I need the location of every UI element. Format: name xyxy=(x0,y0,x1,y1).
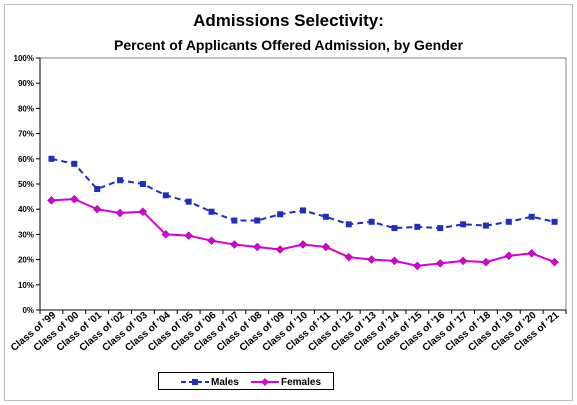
legend: Males Females xyxy=(158,372,334,390)
plot-border xyxy=(39,57,567,311)
legend-label-females: Females xyxy=(281,376,322,388)
data-point-females xyxy=(275,245,285,254)
data-point-males xyxy=(254,217,261,224)
data-point-males xyxy=(528,213,535,220)
data-point-females xyxy=(184,231,194,241)
line-chart: 0% 10% 20% 30% 40% 50% 60% 70% 80% 90% 100% Class … xyxy=(9,54,567,354)
chart-frame xyxy=(4,4,573,401)
data-point-females xyxy=(92,204,102,214)
data-point-males xyxy=(300,207,306,214)
legend-item-females: Females xyxy=(251,375,321,389)
legend-swatch-females xyxy=(251,378,279,386)
data-point-females xyxy=(527,248,537,258)
data-point-males xyxy=(139,181,146,187)
data-point-females xyxy=(298,240,308,249)
data-point-males xyxy=(277,211,284,218)
chart-title: Admissions Selectivity: xyxy=(193,11,384,30)
data-point-females xyxy=(138,207,148,217)
data-point-females xyxy=(412,261,422,271)
data-point-females xyxy=(115,208,125,218)
data-point-males xyxy=(414,223,421,230)
y-tick-label: 70% xyxy=(18,130,34,139)
data-point-males xyxy=(322,213,329,220)
data-point-males xyxy=(368,218,375,225)
y-tick-label: 20% xyxy=(18,256,34,265)
series-layer xyxy=(47,155,559,271)
data-point-females xyxy=(390,256,399,266)
y-tick-label: 90% xyxy=(18,79,34,88)
data-point-females xyxy=(207,236,216,246)
y-axis: 0% 10% 20% 30% 40% 50% 60% 70% 80% 90% 100% xyxy=(14,54,41,315)
data-point-females xyxy=(161,230,171,239)
y-tick-label: 100% xyxy=(14,54,34,63)
chart-subtitle: Percent of Applicants Offered Admission,… xyxy=(113,37,464,53)
data-point-males xyxy=(345,221,352,228)
y-tick-label: 30% xyxy=(18,230,34,239)
data-point-males xyxy=(185,198,192,205)
plot-area xyxy=(39,57,567,311)
data-point-females xyxy=(252,242,262,252)
legend-label-males: Males xyxy=(211,376,239,388)
data-point-males xyxy=(71,160,78,167)
data-point-males xyxy=(208,208,215,215)
data-point-females xyxy=(230,240,239,249)
data-point-males xyxy=(48,155,55,162)
data-point-males xyxy=(551,218,558,225)
data-point-males xyxy=(505,218,512,225)
legend-swatch-males xyxy=(181,379,209,385)
data-point-males xyxy=(482,222,489,229)
data-point-males xyxy=(231,217,238,224)
y-tick-label: 10% xyxy=(18,281,34,290)
data-point-males xyxy=(117,177,124,184)
data-point-males xyxy=(460,221,467,228)
y-tick-label: 0% xyxy=(22,306,34,315)
data-point-females xyxy=(458,256,468,266)
y-tick-label: 80% xyxy=(18,104,34,113)
data-point-females xyxy=(47,196,56,205)
data-point-females xyxy=(69,194,79,204)
y-tick-label: 40% xyxy=(18,205,34,214)
data-point-females xyxy=(504,251,514,261)
data-point-females xyxy=(367,255,376,264)
data-point-females xyxy=(435,259,445,268)
legend-item-males: Males xyxy=(181,375,239,389)
y-tick-label: 60% xyxy=(18,155,34,164)
data-point-females xyxy=(550,257,559,267)
data-point-females xyxy=(344,252,354,262)
y-tick-label: 50% xyxy=(18,180,34,189)
data-point-males xyxy=(94,186,101,193)
data-point-females xyxy=(321,242,331,252)
data-point-males xyxy=(437,225,444,232)
data-point-females xyxy=(481,257,491,267)
data-point-males xyxy=(391,225,398,232)
data-point-males xyxy=(162,192,169,199)
